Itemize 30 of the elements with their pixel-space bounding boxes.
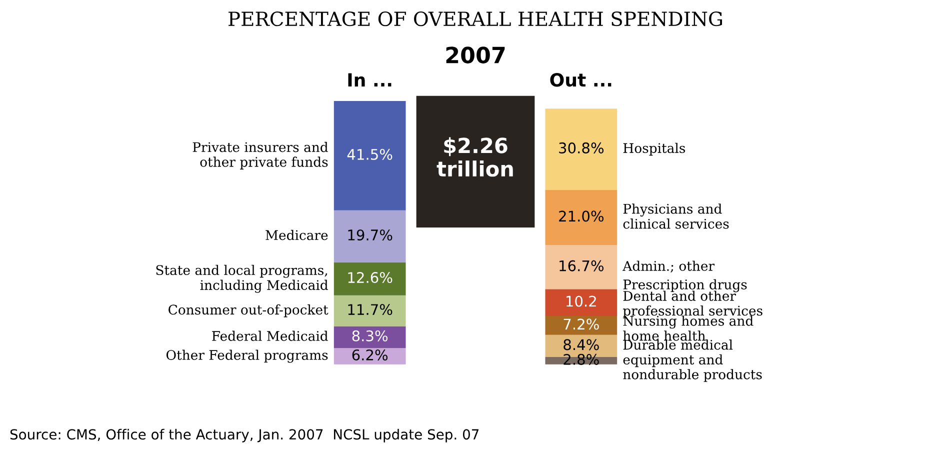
data-label: 10.2: [566, 296, 596, 307]
data-label: 41.5%: [347, 148, 392, 160]
x-tick-label: In ...: [348, 73, 392, 86]
series-label: State and local programs, including Medicaid: [156, 264, 328, 293]
chart-subtitle: 2007: [446, 46, 505, 64]
series-label: Private insurers and other private funds: [192, 142, 328, 170]
series-label: Federal Medicaid: [212, 330, 328, 341]
data-label: 2.8%: [564, 354, 599, 365]
series-label: Durable medical equipment and nondurable products: [623, 340, 762, 382]
series-label: Admin.; other: [622, 260, 715, 273]
data-label: 21.0%: [559, 210, 604, 222]
data-label: 16.7%: [560, 260, 604, 272]
data-label: 8.3%: [352, 330, 388, 342]
annotation: $2.26 trillion: [436, 137, 513, 177]
data-label: 19.7%: [348, 229, 392, 241]
series-label: Prescription drugs: [623, 279, 747, 292]
series-label: Consumer out-of-pocket: [168, 304, 328, 318]
series-label: Hospitals: [623, 142, 686, 156]
data-label: 11.7%: [348, 304, 392, 316]
data-label: 8.4%: [564, 339, 599, 350]
series-label: Medicare: [266, 230, 328, 240]
chart-title: PERCENTAGE OF OVERALL HEALTH SPENDING: [228, 11, 722, 26]
data-label: 12.6%: [348, 272, 392, 284]
data-label: 30.8%: [559, 142, 604, 154]
x-tick-label: Out ...: [550, 73, 612, 87]
series-label: Physicians and clinical services: [623, 204, 729, 229]
series-label: Other Federal programs: [166, 350, 328, 363]
data-label: 7.2%: [564, 318, 599, 330]
source-note: Source: CMS, Office of the Actuary, Jan. 2007 NCSL update Sep. 07: [10, 428, 479, 442]
data-label: 6.2%: [352, 349, 388, 360]
